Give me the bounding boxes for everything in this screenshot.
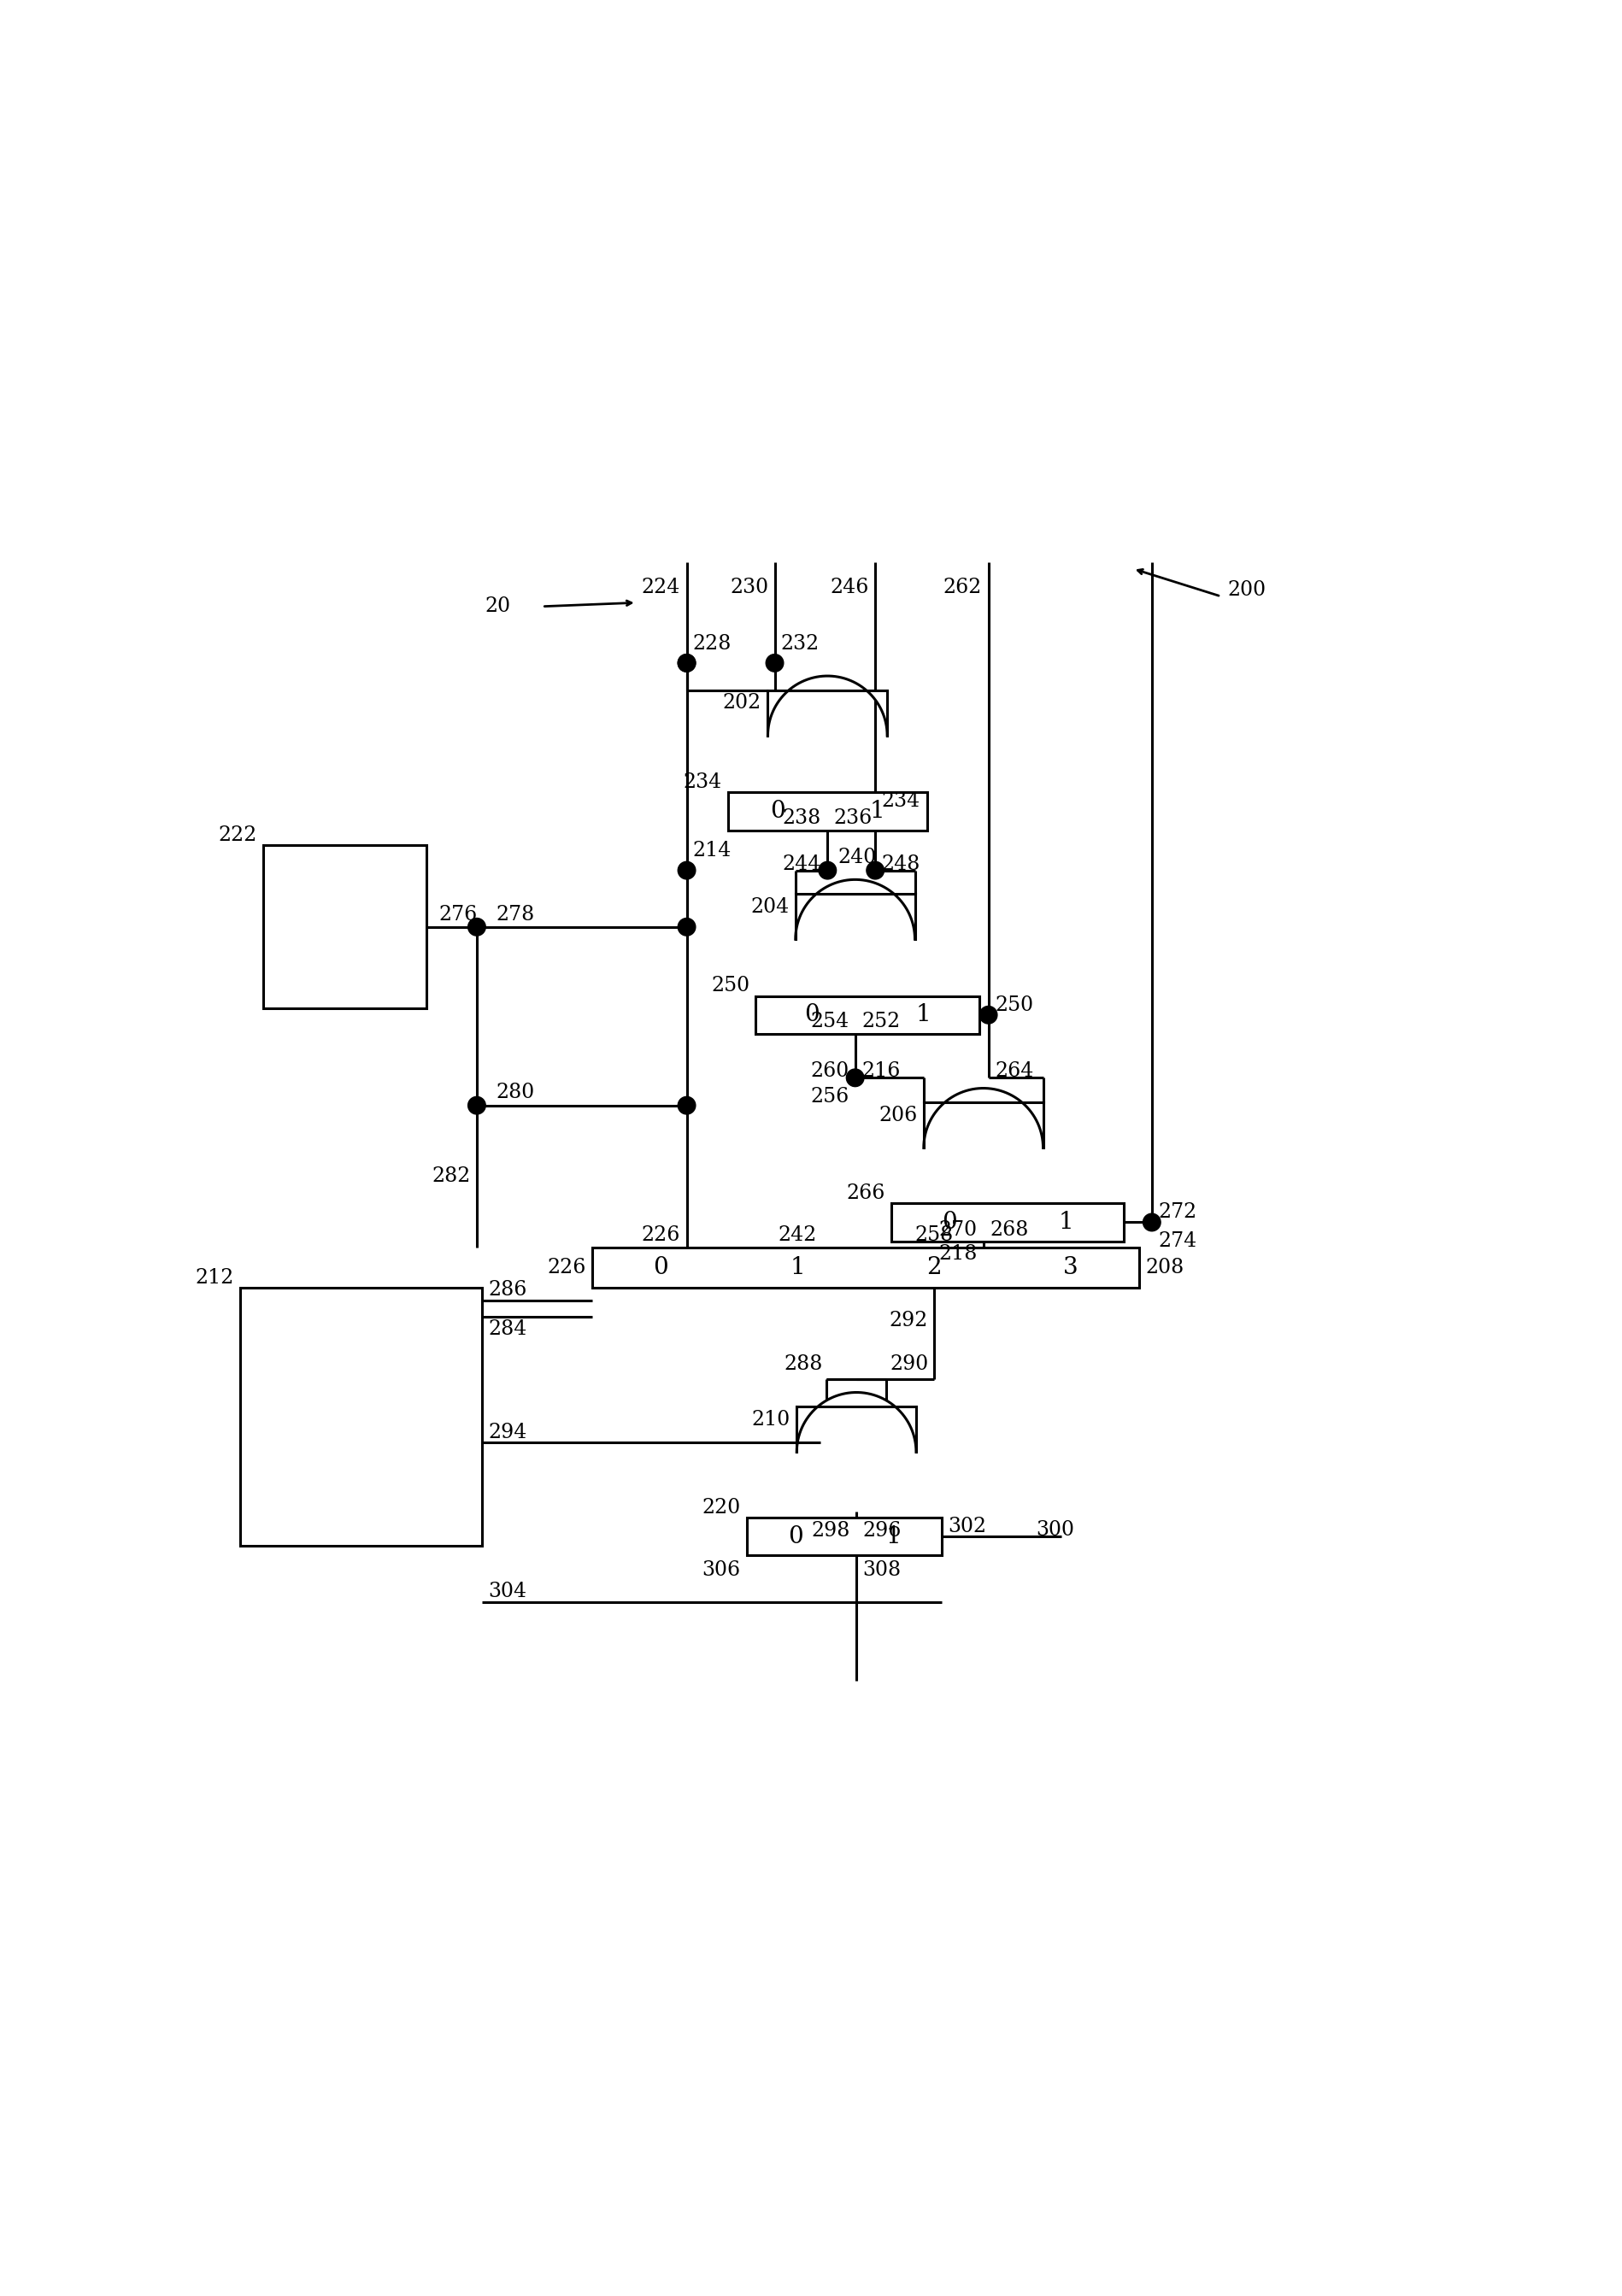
Text: 218: 218	[938, 1244, 976, 1263]
Text: 1: 1	[1059, 1210, 1074, 1233]
Text: 306: 306	[702, 1561, 741, 1580]
Polygon shape	[795, 879, 915, 939]
Text: 254: 254	[811, 1013, 848, 1031]
Text: 258: 258	[915, 1226, 954, 1244]
Bar	[756, 996, 980, 1033]
Circle shape	[678, 654, 696, 673]
Text: 246: 246	[830, 579, 869, 597]
Text: 1: 1	[790, 1256, 805, 1279]
Bar	[728, 792, 926, 831]
Text: 234: 234	[683, 771, 722, 792]
Text: 302: 302	[949, 1518, 986, 1536]
Text: 268: 268	[989, 1221, 1028, 1240]
Text: 294: 294	[488, 1424, 527, 1442]
Circle shape	[469, 918, 485, 937]
Circle shape	[866, 861, 884, 879]
Text: 300: 300	[1036, 1520, 1075, 1541]
Circle shape	[469, 1097, 485, 1114]
Text: 304: 304	[488, 1582, 527, 1603]
Circle shape	[847, 1070, 865, 1086]
Text: 234: 234	[882, 792, 920, 810]
Text: 290: 290	[890, 1355, 929, 1375]
Text: 220: 220	[702, 1497, 741, 1518]
Bar	[263, 845, 427, 1008]
Text: 284: 284	[488, 1320, 527, 1339]
Text: 0: 0	[788, 1525, 803, 1548]
Text: 210: 210	[751, 1410, 790, 1430]
Circle shape	[819, 861, 837, 879]
Text: 236: 236	[834, 808, 873, 829]
Text: 298: 298	[811, 1520, 850, 1541]
Bar	[240, 1288, 482, 1545]
Text: 286: 286	[488, 1281, 527, 1300]
Text: 276: 276	[440, 905, 478, 925]
Circle shape	[766, 654, 783, 673]
Text: 206: 206	[879, 1107, 918, 1125]
Text: 244: 244	[782, 854, 821, 875]
Text: 20: 20	[485, 597, 511, 615]
Text: 226: 226	[641, 1226, 680, 1244]
Text: 264: 264	[994, 1061, 1033, 1081]
Polygon shape	[767, 675, 887, 735]
Text: 280: 280	[496, 1084, 534, 1102]
Text: 226: 226	[547, 1258, 586, 1277]
Circle shape	[678, 1097, 696, 1114]
Text: 0: 0	[805, 1003, 819, 1026]
Text: 238: 238	[782, 808, 821, 829]
Circle shape	[1144, 1215, 1161, 1231]
Text: 266: 266	[847, 1185, 886, 1203]
Text: 274: 274	[1158, 1231, 1197, 1251]
Bar	[592, 1247, 1139, 1288]
Text: 0: 0	[654, 1256, 668, 1279]
Text: 216: 216	[861, 1061, 900, 1081]
Text: 262: 262	[944, 579, 981, 597]
Text: 230: 230	[730, 579, 769, 597]
Text: 202: 202	[723, 693, 761, 714]
Text: 1: 1	[869, 799, 884, 822]
Text: 214: 214	[693, 840, 732, 861]
Text: 3: 3	[1064, 1256, 1079, 1279]
Text: 278: 278	[496, 905, 534, 925]
Text: 224: 224	[642, 579, 681, 597]
Text: 272: 272	[1158, 1203, 1197, 1221]
Text: 288: 288	[783, 1355, 822, 1375]
Bar	[892, 1203, 1124, 1242]
Text: 240: 240	[837, 847, 876, 868]
Text: 250: 250	[994, 994, 1033, 1015]
Text: 282: 282	[431, 1166, 470, 1187]
Text: 0: 0	[942, 1210, 957, 1233]
Text: 200: 200	[1228, 581, 1265, 599]
Text: 260: 260	[811, 1061, 848, 1081]
Text: 292: 292	[889, 1311, 928, 1332]
Text: 256: 256	[811, 1086, 848, 1107]
Text: 250: 250	[710, 976, 749, 996]
Text: 296: 296	[863, 1520, 902, 1541]
Text: 208: 208	[1145, 1258, 1184, 1277]
Text: 252: 252	[861, 1013, 900, 1031]
Text: 270: 270	[939, 1221, 976, 1240]
Text: 1: 1	[916, 1003, 931, 1026]
Circle shape	[678, 918, 696, 937]
Text: 2: 2	[926, 1256, 942, 1279]
Circle shape	[678, 654, 696, 673]
Circle shape	[980, 1006, 998, 1024]
Text: 228: 228	[693, 634, 732, 654]
Text: 232: 232	[782, 634, 819, 654]
Text: 248: 248	[882, 854, 920, 875]
Polygon shape	[923, 1088, 1043, 1148]
Text: 204: 204	[751, 898, 790, 916]
Text: 212: 212	[195, 1267, 234, 1288]
Bar	[748, 1518, 942, 1554]
Text: 222: 222	[217, 824, 256, 845]
Text: 1: 1	[886, 1525, 900, 1548]
Polygon shape	[796, 1391, 916, 1451]
Text: 242: 242	[779, 1226, 817, 1244]
Text: 0: 0	[770, 799, 785, 822]
Text: 308: 308	[863, 1561, 902, 1580]
Circle shape	[678, 861, 696, 879]
